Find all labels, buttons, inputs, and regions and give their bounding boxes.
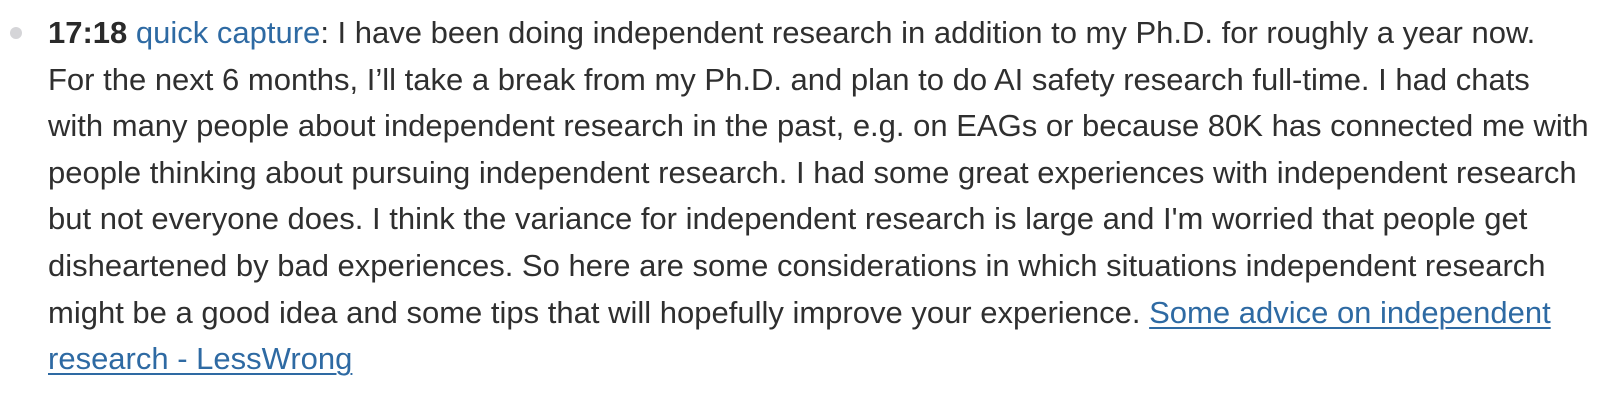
bullet-dot-icon[interactable] bbox=[10, 27, 22, 39]
entry-text: I have been doing independent research i… bbox=[48, 15, 1589, 330]
lesswrong-link[interactable]: Some advice on independent research - Le… bbox=[48, 294, 1551, 377]
block-content[interactable]: 17:18 quick capture: I have been doing i… bbox=[48, 10, 1590, 383]
quick-capture-tag[interactable]: quick capture bbox=[135, 15, 321, 50]
timestamp: 17:18 bbox=[48, 15, 128, 50]
separator: : bbox=[320, 15, 329, 50]
